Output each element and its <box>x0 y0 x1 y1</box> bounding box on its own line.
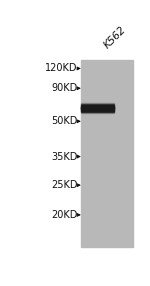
Bar <box>81 110 114 111</box>
Bar <box>81 111 114 112</box>
Text: 35KD: 35KD <box>51 152 77 162</box>
Text: 20KD: 20KD <box>51 210 77 220</box>
Bar <box>81 105 114 106</box>
Bar <box>81 106 114 107</box>
Text: K562: K562 <box>102 24 128 50</box>
Text: 25KD: 25KD <box>51 180 77 190</box>
Bar <box>81 109 114 110</box>
Bar <box>81 109 114 110</box>
Bar <box>81 108 114 109</box>
Bar <box>81 107 114 108</box>
Bar <box>81 111 114 112</box>
Bar <box>81 112 114 113</box>
Bar <box>81 105 114 106</box>
Text: 120KD: 120KD <box>45 63 77 74</box>
Bar <box>81 104 114 105</box>
Bar <box>81 103 114 104</box>
Bar <box>81 106 114 107</box>
Bar <box>81 112 114 113</box>
Bar <box>81 108 114 109</box>
Bar <box>81 104 114 105</box>
Bar <box>81 107 114 108</box>
Bar <box>81 60 133 247</box>
Bar <box>81 105 114 106</box>
Bar <box>81 109 114 110</box>
Bar <box>81 110 114 111</box>
Text: 90KD: 90KD <box>51 83 77 93</box>
Text: 50KD: 50KD <box>51 116 77 126</box>
Bar <box>81 106 114 107</box>
